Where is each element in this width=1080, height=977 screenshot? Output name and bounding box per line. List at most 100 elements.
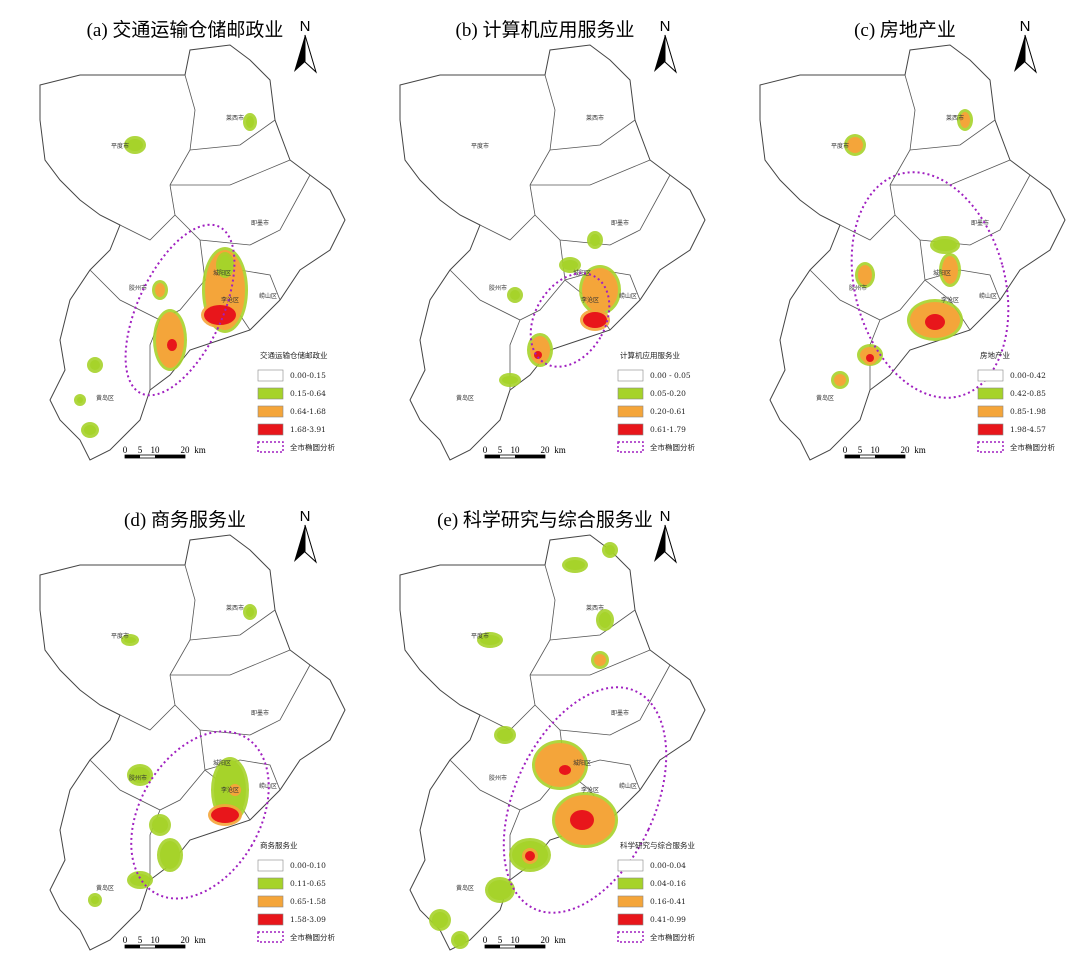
place-label: 平度市: [111, 632, 129, 640]
place-label: 即墨市: [611, 709, 629, 717]
legend-label: 0.00-0.15: [290, 371, 326, 380]
legend-swatch: [257, 369, 284, 382]
legend-ellipse-swatch: [617, 931, 644, 943]
scale-bar: [875, 455, 905, 458]
hotspot: [155, 283, 165, 297]
legend-swatch: [617, 859, 644, 872]
place-label: 李沧区: [581, 296, 599, 304]
legend-swatch: [257, 913, 284, 926]
place-label: 胶州市: [129, 774, 147, 782]
north-arrow: [664, 34, 677, 74]
legend-ellipse-swatch: [257, 441, 284, 453]
legend-title: 交通运输仓储邮政业: [260, 350, 328, 360]
legend-label: 0.15-0.64: [290, 389, 326, 398]
hotspot: [219, 255, 231, 275]
legend-label: 全市椭圆分析: [290, 932, 335, 942]
north-label: N: [660, 18, 671, 35]
legend-label: 0.05-0.20: [650, 389, 686, 398]
north-label: N: [660, 508, 671, 525]
legend-label: 0.04-0.16: [650, 879, 686, 888]
hotspot: [130, 874, 150, 886]
legend-ellipse-swatch: [257, 931, 284, 943]
legend-label: 0.00-0.10: [290, 861, 326, 870]
scale-label: 20: [181, 935, 191, 945]
place-label: 平度市: [111, 142, 129, 150]
place-label: 崂山区: [259, 782, 277, 790]
scale-label: 0: [123, 935, 128, 945]
hotspot: [599, 612, 611, 628]
place-label: 崂山区: [619, 782, 637, 790]
place-label: 胶州市: [489, 284, 507, 292]
place-label: 即墨市: [611, 219, 629, 227]
legend-label: 0.20-0.61: [650, 407, 686, 416]
hotspot: [454, 934, 466, 946]
legend-swatch: [977, 387, 1004, 400]
scale-bar: [485, 945, 500, 948]
scale-label: 5: [138, 445, 143, 455]
legend-swatch: [617, 877, 644, 890]
legend-swatch: [977, 405, 1004, 418]
place-label: 李沧区: [221, 296, 239, 304]
north-label: N: [300, 508, 311, 525]
place-label: 黄岛区: [96, 884, 114, 892]
legend-label: 全市椭圆分析: [290, 442, 335, 452]
scale-label: 20: [181, 445, 191, 455]
hotspot: [942, 256, 958, 284]
place-label: 即墨市: [971, 219, 989, 227]
hotspot: [90, 360, 100, 370]
legend-ellipse-swatch: [977, 441, 1004, 453]
scale-label: 10: [151, 935, 161, 945]
scale-label: 20: [541, 935, 551, 945]
hotspot: [246, 607, 254, 617]
legend-title: 商务服务业: [260, 840, 298, 850]
legend-swatch: [257, 877, 284, 890]
panel-title: (d) 商务服务业: [124, 509, 246, 531]
north-arrow: [654, 35, 665, 72]
scale-label: 20: [901, 445, 911, 455]
hotspot: [590, 234, 600, 246]
hotspot: [510, 290, 520, 300]
legend-label: 0.00-0.42: [1010, 371, 1046, 380]
hotspot: [933, 239, 957, 251]
north-label: N: [1020, 18, 1031, 35]
scale-bar: [845, 455, 860, 458]
legend-label: 0.00-0.04: [650, 861, 686, 870]
scale-label: 0: [483, 445, 488, 455]
scale-label: 0: [123, 445, 128, 455]
panel-title: (a) 交通运输仓储邮政业: [87, 19, 284, 41]
scale-label: km: [914, 445, 926, 455]
panel-title: (e) 科学研究与综合服务业: [437, 509, 653, 531]
hotspot: [124, 637, 136, 643]
place-label: 李沧区: [221, 786, 239, 794]
legend-swatch: [617, 405, 644, 418]
std-ellipse: [850, 171, 1010, 399]
place-label: 城阳区: [933, 269, 951, 277]
place-label: 平度市: [471, 632, 489, 640]
std-ellipse: [502, 686, 668, 914]
place-label: 即墨市: [251, 219, 269, 227]
legend-swatch: [977, 423, 1004, 436]
legend-label: 0.42-0.85: [1010, 389, 1046, 398]
panel-title: (c) 房地产业: [854, 19, 956, 41]
scale-label: km: [554, 445, 566, 455]
north-label: N: [300, 18, 311, 35]
scale-label: 5: [498, 935, 503, 945]
hotspot: [229, 784, 241, 796]
north-arrow: [304, 34, 317, 74]
hotspot: [167, 339, 177, 351]
scale-label: 10: [871, 445, 881, 455]
place-label: 黄岛区: [456, 394, 474, 402]
hotspot: [77, 397, 83, 403]
place-label: 莱西市: [946, 114, 964, 122]
place-label: 黄岛区: [456, 884, 474, 892]
legend-ellipse-swatch: [617, 441, 644, 453]
hotspot: [211, 807, 239, 823]
hotspot: [866, 354, 874, 362]
place-label: 莱西市: [226, 114, 244, 122]
legend-label: 0.65-1.58: [290, 897, 326, 906]
legend-swatch: [257, 423, 284, 436]
